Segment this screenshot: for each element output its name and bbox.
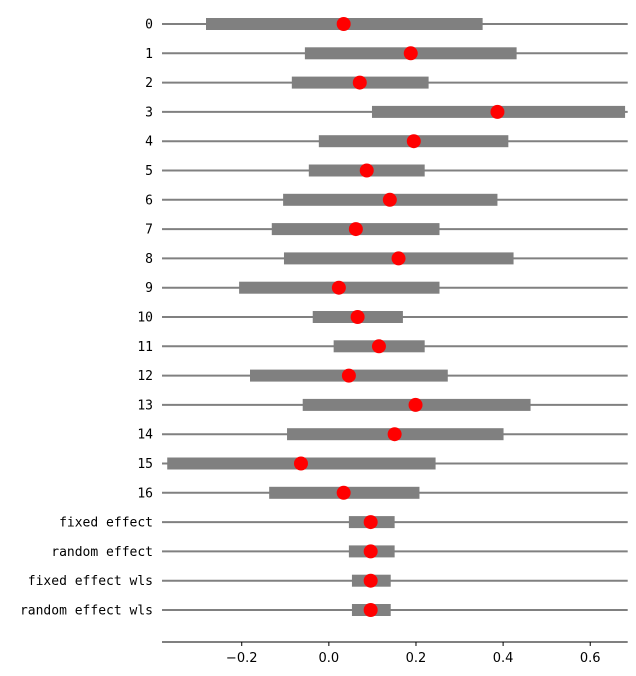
row-label: 4 [145,135,153,150]
forest-row: 2 [145,75,628,91]
forest-row: 4 [145,134,628,150]
row-label: 7 [145,223,153,238]
estimate-point [363,515,378,530]
row-label: 6 [145,193,153,208]
forest-row: 10 [137,310,628,326]
estimate-point [350,310,365,324]
x-tick-label: 0.4 [493,651,514,666]
estimate-point [359,163,374,178]
row-label: 16 [137,486,153,501]
estimate-point [331,280,346,295]
estimate-point [293,456,308,471]
x-axis: −0.2 0.0 0.2 0.4 0.6 [162,641,628,666]
forest-row: fixed effect [59,515,628,531]
row-label: random effect [51,545,153,560]
estimate-point [363,544,378,559]
row-label: 0 [145,18,153,33]
estimate-point [382,192,397,207]
row-label: 10 [137,311,153,326]
row-label: 9 [145,281,153,296]
row-label: 8 [145,252,153,267]
forest-row: 14 [137,427,628,443]
row-label: 14 [137,428,153,443]
forest-row: 12 [137,368,628,384]
row-label: fixed effect [59,516,153,531]
estimate-point [408,397,423,412]
row-label: 12 [137,369,153,384]
forest-row: 0 [145,17,628,33]
forest-row: 11 [137,339,628,355]
forest-row: fixed effect wls [28,573,628,589]
forest-row: 3 [145,104,628,120]
forest-row: 6 [145,192,628,208]
forest-row: 7 [145,222,628,238]
forest-row: 9 [145,280,628,296]
forest-row: 1 [145,46,628,62]
estimate-point [336,485,351,500]
row-label: 15 [137,457,153,472]
x-tick-label: 0.0 [319,651,340,666]
row-label: 1 [145,47,153,62]
row-label: fixed effect wls [28,574,153,589]
forest-row: random effect [51,544,628,560]
estimate-point [403,46,418,61]
x-tick-label: 0.2 [406,651,427,666]
row-label: random effect wls [20,604,153,619]
row-label: 5 [145,164,153,179]
estimate-point [371,339,386,354]
row-label: 11 [137,340,153,355]
estimate-point [490,104,505,119]
row-label: 2 [145,76,153,91]
row-label: 3 [145,105,153,120]
estimate-point [341,368,356,383]
forest-row: 5 [145,163,628,179]
estimate-point [348,222,363,237]
estimate-point [406,134,421,149]
forest-row: 15 [137,456,628,472]
row-label: 13 [137,398,153,413]
forest-row: 8 [145,251,628,267]
estimate-point [363,573,378,588]
estimate-point [352,75,367,90]
estimate-point [363,603,378,617]
x-tick-label: 0.6 [580,651,601,666]
forest-row: random effect wls [20,603,628,619]
forest-row: 13 [137,397,628,413]
estimate-point [336,17,351,31]
x-tick-label: −0.2 [226,651,258,666]
forest-row: 16 [137,485,628,501]
estimate-point [387,427,402,442]
estimate-point [391,251,406,266]
